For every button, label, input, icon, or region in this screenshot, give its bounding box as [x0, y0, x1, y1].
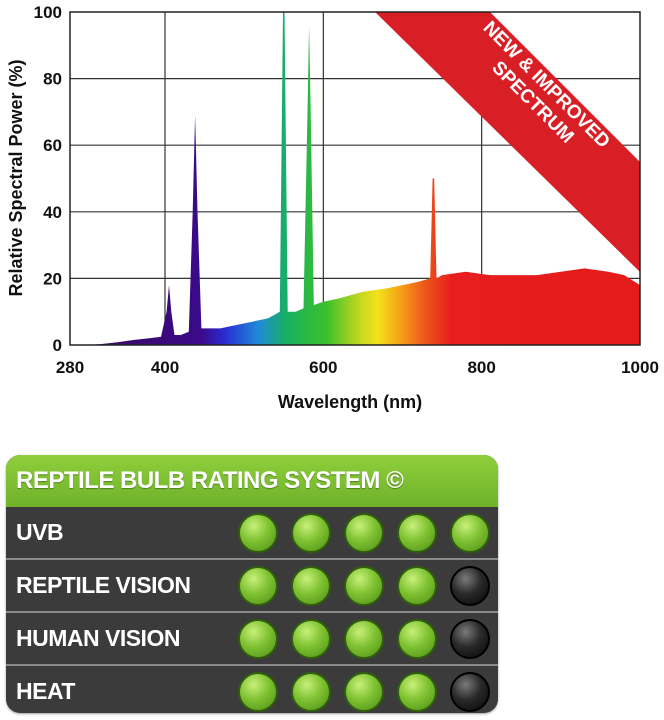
y-axis-title: Relative Spectral Power (%) [6, 59, 26, 296]
rating-row-label: REPTILE VISION [16, 572, 191, 598]
rating-row-human-vision: HUMAN VISION [6, 611, 498, 664]
rating-dot-on [291, 618, 331, 659]
rating-row-label: UVB [16, 519, 64, 545]
rating-dot-on [397, 671, 437, 712]
rating-row-label: HUMAN VISION [16, 625, 180, 651]
x-tick-label: 800 [467, 358, 495, 377]
y-tick-label: 20 [43, 269, 62, 288]
rating-dot-on [291, 512, 331, 553]
plot-frame [69, 11, 641, 346]
x-tick-label: 600 [309, 358, 337, 377]
rating-dot-on [238, 565, 278, 606]
y-tick-label: 100 [34, 3, 62, 22]
banner-shape [375, 12, 640, 272]
rating-row-reptile-vision: REPTILE VISION [6, 558, 498, 611]
rating-row-heat: HEAT [6, 664, 498, 713]
y-tick-label: 40 [43, 203, 62, 222]
rating-dot-on [291, 565, 331, 606]
rating-dot-on [397, 618, 437, 659]
rating-dot-on [238, 512, 278, 553]
spectrum-area [85, 12, 640, 345]
x-tick-label: 1000 [621, 358, 659, 377]
rating-dot-off [450, 618, 490, 659]
rating-dot-on [344, 618, 384, 659]
x-tick-label: 400 [151, 358, 179, 377]
rating-dots [238, 565, 490, 606]
rating-dot-off [450, 671, 490, 712]
y-tick-label: 0 [53, 336, 62, 355]
y-tick-label: 80 [43, 70, 62, 89]
rating-dot-on [238, 671, 278, 712]
rating-dot-on [397, 512, 437, 553]
rating-dots [238, 618, 490, 659]
rating-dot-on [344, 565, 384, 606]
rating-dot-on [397, 565, 437, 606]
rating-title: REPTILE BULB RATING SYSTEM © [6, 455, 498, 507]
x-tick-labels: 280 400 600 800 1000 [56, 358, 659, 377]
y-tick-label: 60 [43, 136, 62, 155]
rating-dots [238, 671, 490, 712]
y-tick-labels: 0 20 40 60 80 100 [34, 3, 62, 355]
x-axis-title: Wavelength (nm) [278, 392, 422, 412]
x-tick-label: 280 [56, 358, 84, 377]
rating-dot-on [344, 512, 384, 553]
rating-row-label: HEAT [16, 678, 75, 704]
rating-dot-on [450, 512, 490, 553]
rating-rows: UVB REPTILE VISION HUMAN VISION HEAT [6, 507, 498, 713]
rating-dot-off [450, 565, 490, 606]
rating-row-uvb: UVB [6, 507, 498, 558]
rating-dots [238, 512, 490, 553]
rating-dot-on [344, 671, 384, 712]
rating-dot-on [291, 671, 331, 712]
rating-dot-on [238, 618, 278, 659]
rating-panel: REPTILE BULB RATING SYSTEM © UVB REPTILE … [6, 455, 498, 713]
